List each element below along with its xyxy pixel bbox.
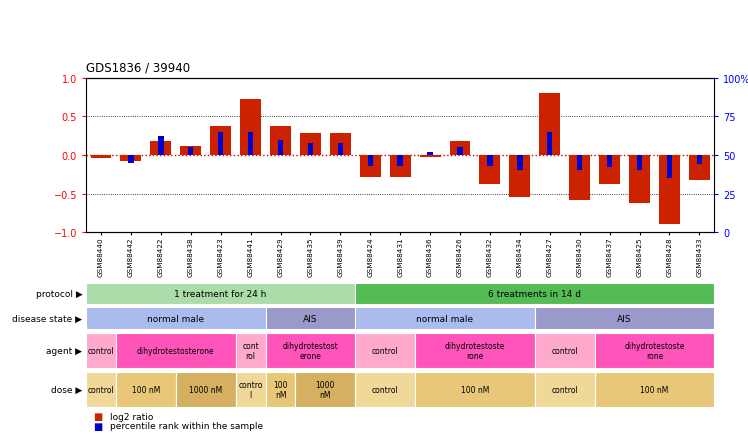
Text: cont
rol: cont rol <box>242 341 259 360</box>
FancyBboxPatch shape <box>595 333 714 368</box>
Bar <box>390 156 411 177</box>
Text: control: control <box>88 385 114 394</box>
FancyBboxPatch shape <box>295 372 355 407</box>
Text: 1000
nM: 1000 nM <box>316 380 335 399</box>
Text: 100 nM: 100 nM <box>132 385 160 394</box>
FancyBboxPatch shape <box>355 308 535 329</box>
Text: ■: ■ <box>94 411 102 421</box>
FancyBboxPatch shape <box>355 372 415 407</box>
Bar <box>180 146 201 156</box>
Bar <box>450 142 470 156</box>
FancyBboxPatch shape <box>595 372 714 407</box>
Bar <box>300 134 321 156</box>
Bar <box>696 156 702 165</box>
FancyBboxPatch shape <box>86 308 266 329</box>
Bar <box>689 156 710 180</box>
Text: dose ▶: dose ▶ <box>51 385 82 394</box>
Bar <box>577 156 583 171</box>
Bar <box>517 156 523 171</box>
FancyBboxPatch shape <box>176 372 236 407</box>
Text: dihydrotestosterone: dihydrotestosterone <box>137 346 215 355</box>
Bar <box>210 126 231 156</box>
Bar <box>248 132 254 156</box>
Text: 1000 nM: 1000 nM <box>189 385 222 394</box>
Text: disease state ▶: disease state ▶ <box>12 314 82 323</box>
Text: protocol ▶: protocol ▶ <box>36 289 82 298</box>
Bar <box>360 156 381 177</box>
Text: percentile rank within the sample: percentile rank within the sample <box>110 421 263 431</box>
Bar <box>659 156 680 225</box>
Bar <box>569 156 590 200</box>
Bar <box>188 148 194 156</box>
FancyBboxPatch shape <box>236 333 266 368</box>
FancyBboxPatch shape <box>415 372 535 407</box>
Bar <box>547 132 553 156</box>
Text: 100 nM: 100 nM <box>640 385 669 394</box>
Bar <box>637 156 643 171</box>
Bar <box>158 137 164 156</box>
Text: control: control <box>372 346 399 355</box>
Text: 100 nM: 100 nM <box>461 385 489 394</box>
Text: AIS: AIS <box>303 314 318 323</box>
FancyBboxPatch shape <box>266 333 355 368</box>
Bar <box>487 156 493 166</box>
FancyBboxPatch shape <box>86 372 116 407</box>
FancyBboxPatch shape <box>355 333 415 368</box>
Bar <box>367 156 373 166</box>
Text: log2 ratio: log2 ratio <box>110 412 153 421</box>
Text: contro
l: contro l <box>239 380 263 399</box>
Text: dihydrotestoste
rone: dihydrotestoste rone <box>625 341 684 360</box>
Bar <box>427 152 433 156</box>
Text: control: control <box>551 346 578 355</box>
Bar <box>337 143 343 156</box>
Bar <box>270 126 291 156</box>
Text: 100
nM: 100 nM <box>273 380 288 399</box>
Text: 1 treatment for 24 h: 1 treatment for 24 h <box>174 289 267 298</box>
Bar <box>607 156 613 168</box>
Text: control: control <box>551 385 578 394</box>
Bar <box>128 156 134 163</box>
FancyBboxPatch shape <box>535 372 595 407</box>
FancyBboxPatch shape <box>86 333 116 368</box>
Bar <box>457 148 463 156</box>
Bar <box>479 156 500 185</box>
Bar <box>539 94 560 156</box>
Text: normal male: normal male <box>147 314 204 323</box>
Bar <box>91 156 111 159</box>
Text: agent ▶: agent ▶ <box>46 346 82 355</box>
FancyBboxPatch shape <box>86 283 355 305</box>
Text: GDS1836 / 39940: GDS1836 / 39940 <box>86 61 190 74</box>
FancyBboxPatch shape <box>266 308 355 329</box>
Text: AIS: AIS <box>617 314 632 323</box>
FancyBboxPatch shape <box>535 308 714 329</box>
Text: dihydrotestoste
rone: dihydrotestoste rone <box>445 341 505 360</box>
FancyBboxPatch shape <box>355 283 714 305</box>
Text: control: control <box>88 346 114 355</box>
FancyBboxPatch shape <box>266 372 295 407</box>
FancyBboxPatch shape <box>116 333 236 368</box>
Bar <box>509 156 530 198</box>
Bar <box>278 140 283 156</box>
Bar <box>666 156 672 179</box>
Bar <box>307 143 313 156</box>
Bar <box>629 156 650 204</box>
Text: dihydrotestost
erone: dihydrotestost erone <box>283 341 338 360</box>
FancyBboxPatch shape <box>415 333 535 368</box>
Bar <box>218 132 224 156</box>
Bar <box>599 156 620 185</box>
Text: control: control <box>372 385 399 394</box>
Bar <box>330 134 351 156</box>
FancyBboxPatch shape <box>116 372 176 407</box>
Text: 6 treatments in 14 d: 6 treatments in 14 d <box>488 289 581 298</box>
Text: normal male: normal male <box>417 314 473 323</box>
Bar <box>397 156 403 166</box>
FancyBboxPatch shape <box>535 333 595 368</box>
Bar <box>240 100 261 156</box>
Bar <box>120 156 141 162</box>
FancyBboxPatch shape <box>236 372 266 407</box>
Text: ■: ■ <box>94 421 102 431</box>
Bar <box>420 156 441 158</box>
Bar <box>150 142 171 156</box>
